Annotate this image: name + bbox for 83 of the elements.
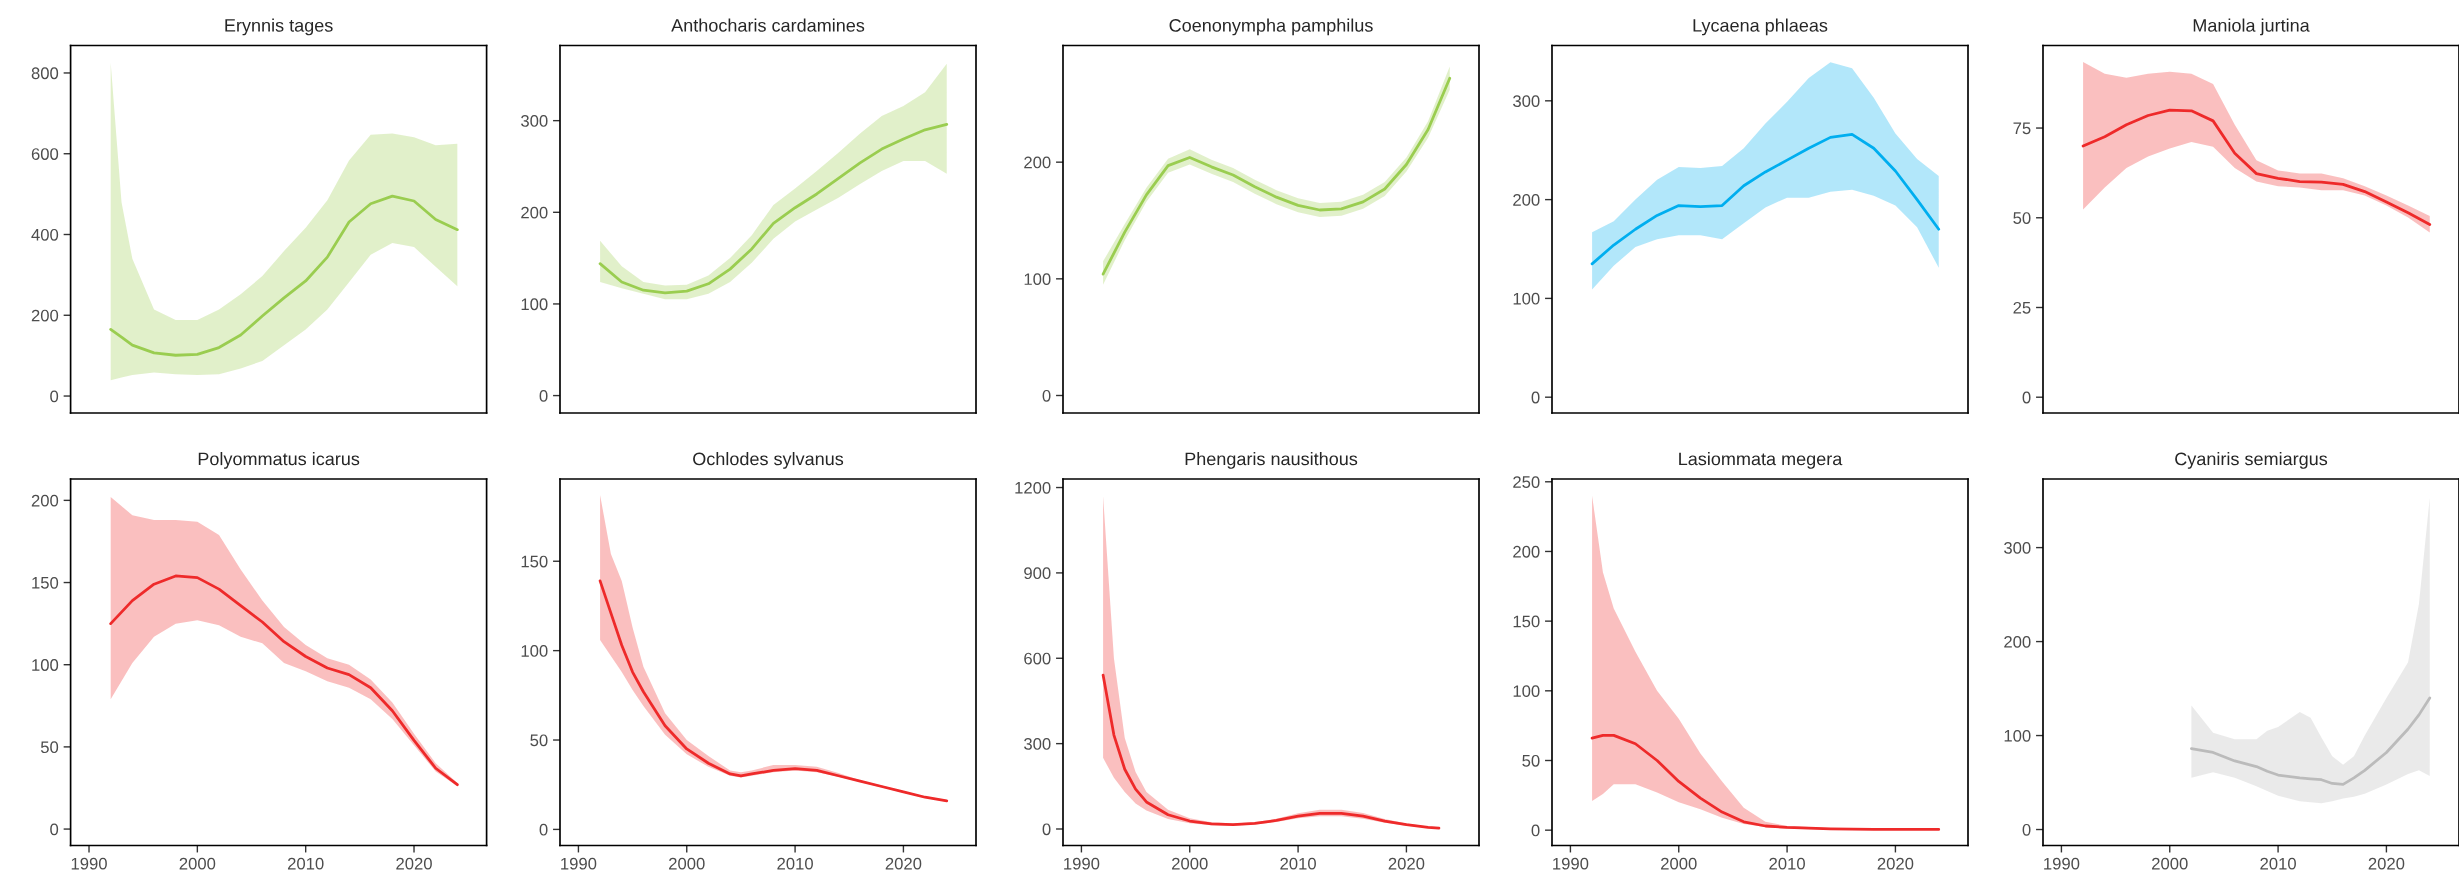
y-tick-label: 100 (2004, 729, 2031, 742)
chart-title: Phengaris nausithous (1185, 452, 1358, 469)
line-series (1101, 673, 1441, 830)
x-tick-label: 2000 (2152, 857, 2188, 870)
y-tick-label: 50 (1522, 754, 1540, 767)
y-tick-label: 25 (2013, 301, 2031, 314)
y-tick-label: 1200 (1015, 481, 1051, 494)
chart-title: Cyaniris semiargus (2175, 452, 2328, 469)
y-tick-label: 100 (32, 659, 59, 671)
x-tick-label: 1990 (1553, 857, 1589, 870)
y-tick-label: 300 (1513, 95, 1540, 108)
x-tick-label: 1990 (71, 857, 107, 870)
y-tick-label: 50 (2013, 212, 2031, 224)
y-tick-label: 100 (521, 298, 548, 311)
x-tick-label: 1990 (2044, 857, 2080, 870)
chart-title: Lycaena phlaeas (1693, 18, 1828, 36)
y-tick-label: 0 (539, 389, 548, 402)
x-tick-label: 2020 (885, 857, 922, 870)
y-tick-label: 0 (2022, 823, 2031, 836)
y-tick-label: 600 (1024, 652, 1051, 665)
y-tick-label: 0 (50, 390, 59, 403)
x-tick-label: 2010 (1280, 857, 1316, 870)
y-tick-label: 0 (1042, 389, 1051, 402)
chart-title: Anthocharis cardamines (671, 18, 865, 32)
y-tick-label: 50 (530, 734, 548, 747)
y-tick-label: 400 (31, 228, 59, 241)
y-tick-label: 50 (40, 741, 59, 754)
y-tick-label: 250 (1513, 476, 1540, 488)
y-tick-label: 150 (32, 576, 59, 589)
y-tick-label: 600 (31, 148, 59, 160)
chart-title: Coenonympha pamphilus (1169, 18, 1373, 36)
y-tick-label: 100 (1024, 273, 1051, 286)
y-tick-label: 0 (1531, 391, 1540, 404)
chart-title: Lasiommata megera (1679, 452, 1843, 469)
x-tick-label: 2010 (2260, 857, 2296, 870)
line-series (1590, 133, 1941, 266)
y-tick-label: 200 (31, 309, 59, 322)
chart-title: Maniola jurtina (2193, 18, 2310, 36)
y-tick-label: 900 (1024, 567, 1051, 580)
x-tick-label: 2020 (396, 857, 432, 870)
x-tick-label: 1990 (1064, 857, 1100, 870)
line-series (109, 194, 459, 357)
y-tick-label: 200 (1513, 194, 1540, 206)
y-tick-label: 150 (1513, 615, 1540, 628)
x-tick-label: 2010 (287, 857, 324, 870)
x-tick-label: 2000 (179, 857, 216, 870)
y-tick-label: 200 (2004, 635, 2031, 648)
y-tick-label: 150 (521, 555, 548, 568)
chart-title: Ochlodes sylvanus (693, 452, 844, 469)
x-tick-label: 2020 (2368, 857, 2405, 870)
y-tick-label: 0 (2022, 391, 2031, 404)
line-series (1590, 734, 1941, 831)
x-tick-label: 2000 (1172, 857, 1208, 870)
x-tick-label: 2000 (1661, 857, 1697, 870)
y-tick-label: 0 (1531, 824, 1540, 837)
y-tick-label: 300 (2004, 542, 2031, 554)
y-tick-label: 75 (2013, 122, 2031, 135)
x-tick-label: 2000 (669, 857, 705, 870)
y-tick-label: 800 (31, 67, 59, 80)
x-tick-label: 2020 (1388, 857, 1425, 870)
chart-title: Polyommatus icarus (198, 452, 360, 469)
line-series (598, 579, 949, 803)
y-tick-label: 100 (521, 645, 548, 657)
x-tick-label: 2020 (1877, 857, 1914, 870)
y-tick-label: 200 (521, 206, 548, 219)
x-tick-label: 2010 (777, 857, 813, 870)
y-tick-label: 100 (1513, 685, 1540, 698)
line-series (2081, 108, 2432, 226)
y-tick-label: 0 (50, 823, 59, 836)
x-tick-label: 2010 (1769, 857, 1805, 870)
y-tick-label: 0 (539, 823, 548, 836)
y-tick-label: 200 (31, 494, 59, 507)
y-tick-label: 300 (521, 115, 548, 127)
x-tick-label: 1990 (561, 857, 597, 870)
chart-title: Erynnis tages (225, 18, 333, 36)
y-tick-label: 0 (1042, 823, 1051, 836)
y-tick-label: 200 (1513, 545, 1540, 558)
y-tick-label: 100 (1513, 292, 1540, 305)
line-series (2190, 696, 2432, 786)
line-series (109, 574, 459, 787)
line-series (598, 122, 949, 295)
y-tick-label: 200 (1024, 156, 1051, 169)
y-tick-label: 300 (1024, 738, 1051, 750)
